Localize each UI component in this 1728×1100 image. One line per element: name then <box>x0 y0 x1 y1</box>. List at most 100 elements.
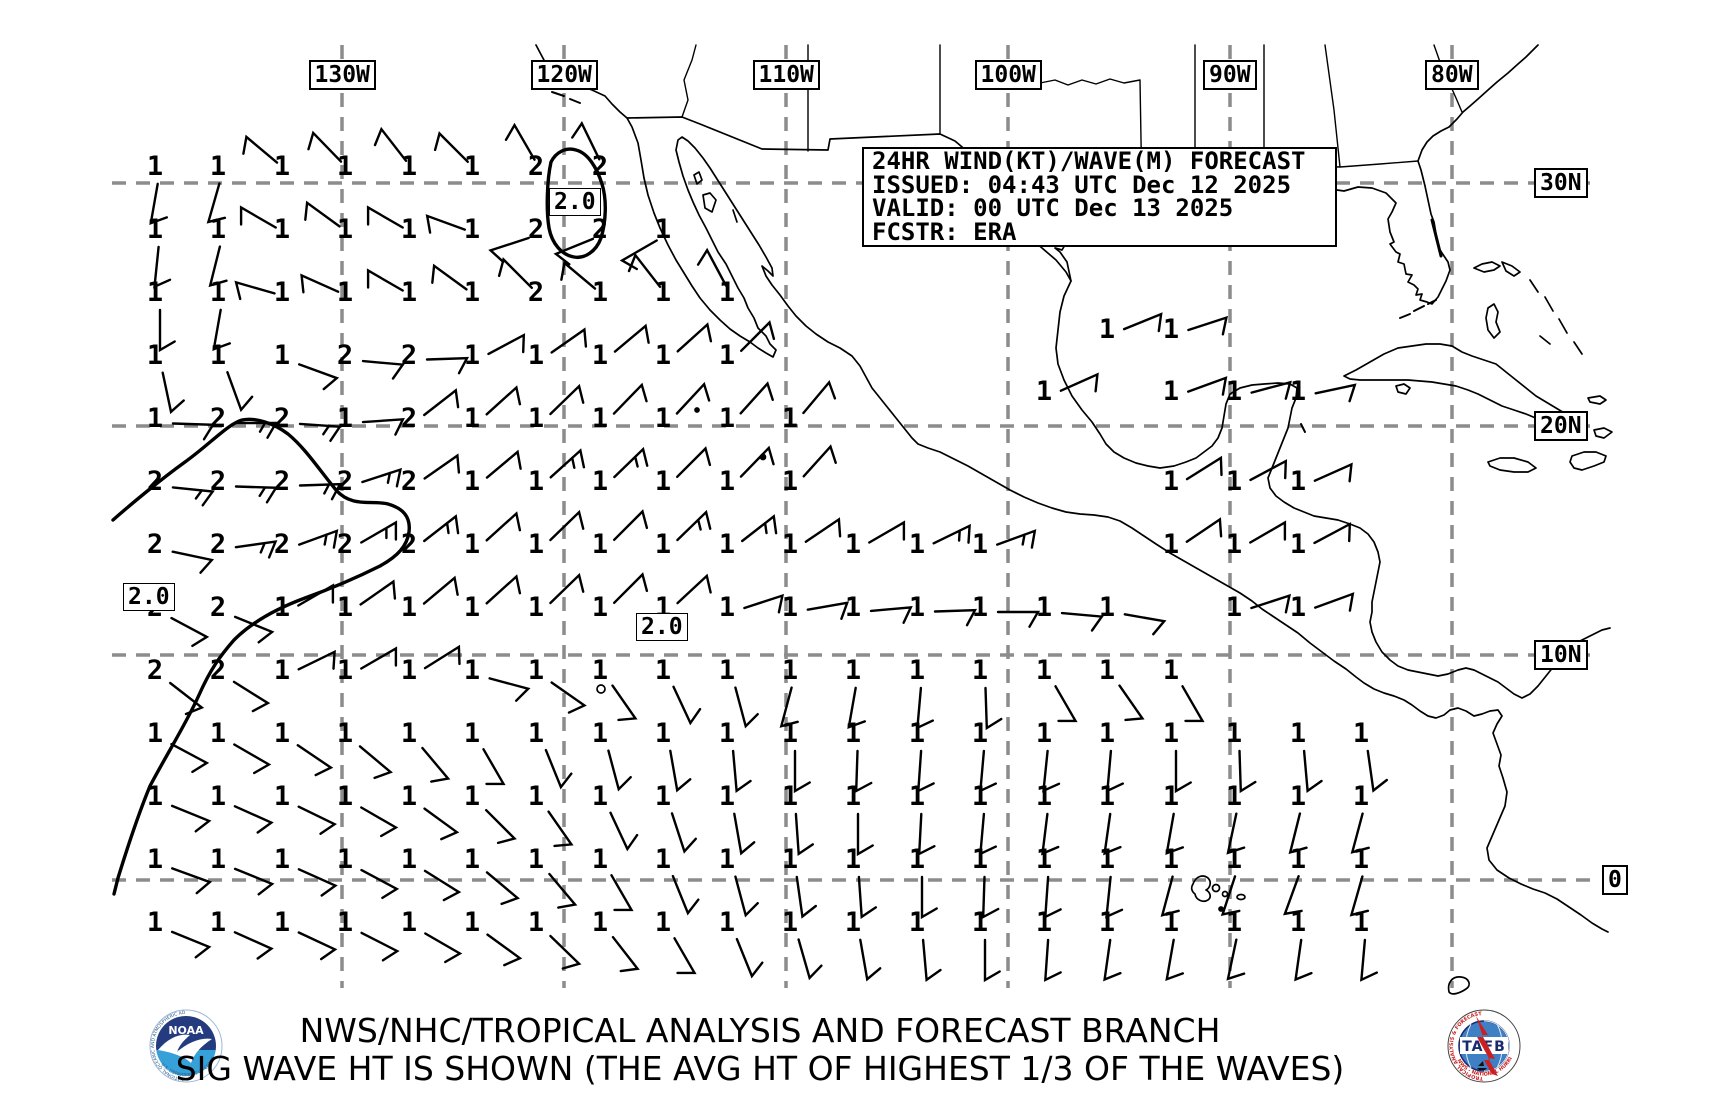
wind-barb: 1 <box>1226 907 1246 981</box>
wind-barb: 1 <box>401 718 451 783</box>
wave-height-value: 1 <box>592 655 608 686</box>
wind-barb: 1 <box>1226 718 1257 794</box>
wind-barb: 1 <box>147 781 212 833</box>
wind-barb: 1 <box>845 781 874 857</box>
wave-height-value: 1 <box>274 592 290 623</box>
isle-of-youth <box>1395 383 1411 395</box>
wave-height-value: 1 <box>1163 844 1179 875</box>
wave-height-value: 1 <box>592 718 608 749</box>
wave-height-value: 1 <box>337 907 353 938</box>
wind-barb: 2 <box>274 403 343 442</box>
wave-height-value: 1 <box>337 403 353 434</box>
wave-height-value: 1 <box>1353 718 1369 749</box>
wind-barb: 1 <box>782 781 814 857</box>
wind-barb: 1 <box>147 277 176 353</box>
wave-height-value: 1 <box>274 151 290 182</box>
wave-height-value: 1 <box>719 592 735 623</box>
wave-height-value: 1 <box>782 529 798 560</box>
wind-barb: 1 <box>845 592 913 624</box>
wave-height-value: 1 <box>655 277 671 308</box>
wave-height-value: 1 <box>464 844 480 875</box>
wind-barb: 2 <box>337 520 398 560</box>
wind-barb: 1 <box>779 655 799 728</box>
wind-barb: 2 <box>147 655 205 716</box>
wind-barb: 1 <box>592 844 634 912</box>
wave-height-value: 1 <box>845 655 861 686</box>
wave-height-value: 2 <box>592 151 608 182</box>
wind-barb: 1 <box>655 844 700 916</box>
forecast-title: 24HR WIND(KT)/WAVE(M) FORECAST <box>872 147 1306 175</box>
wave-height-value: 1 <box>592 529 608 560</box>
wave-height-value: 1 <box>845 592 861 623</box>
wave-height-value: 1 <box>401 277 417 308</box>
wind-barb: 1 <box>619 214 671 271</box>
wave-height-value: 1 <box>719 340 735 371</box>
wave-height-value: 1 <box>719 781 735 812</box>
wave-height-value: 2 <box>147 655 163 686</box>
wave-height-value: 1 <box>655 655 671 686</box>
wind-barb: 1 <box>147 844 213 895</box>
wind-barb: 1 <box>274 844 338 897</box>
wind-barb: 1 <box>592 446 649 497</box>
guayaquil-coast-detail <box>1447 976 1471 995</box>
bahamas <box>1473 261 1583 355</box>
wave-height-value: 1 <box>655 529 671 560</box>
wave-height-value: 1 <box>719 718 735 749</box>
wave-height-value: 1 <box>1036 655 1052 686</box>
wind-barb: 1 <box>464 449 522 497</box>
wind-barb: 2 <box>401 340 470 375</box>
wave-height-value: 2 <box>337 529 353 560</box>
wind-barb: 1 <box>719 718 752 793</box>
wind-barb: 1 <box>366 268 417 308</box>
wind-barb: 1 <box>655 509 712 560</box>
wind-barb: 1 <box>1163 314 1229 345</box>
wind-barb: 1 <box>210 718 272 775</box>
wind-barb: 1 <box>592 781 639 852</box>
noaa-seagull-icon <box>158 1034 212 1063</box>
wind-barb: 1 <box>425 214 480 245</box>
wind-barb: 1 <box>655 718 692 793</box>
wave-height-value: 1 <box>528 844 544 875</box>
wave-height-value: 1 <box>337 592 353 623</box>
mexico-central-south-america-coastline <box>626 117 1609 933</box>
wave-height-value: 1 <box>909 781 925 812</box>
wind-barb: 1 <box>1290 592 1355 623</box>
wind-barbs-layer: 1 1 1 1 1 1 2 21 1 1 1 1 1 2 2 11 1 1 1 1 1 2 1 1 11 1 1 2 2 1 1 1 1 11 2 2… <box>147 121 1388 983</box>
channel-islands <box>551 91 581 104</box>
wind-barb: 1 <box>972 907 1001 983</box>
wind-barb: 1 <box>782 718 811 794</box>
wind-barb: 1 <box>208 214 228 288</box>
wave-height-value: 1 <box>1290 466 1306 497</box>
wave-height-value: 1 <box>1163 907 1179 938</box>
galapagos-islands <box>1190 875 1212 903</box>
wind-barb: 2 <box>210 466 279 504</box>
wind-barb: 2 <box>401 453 461 497</box>
wave-height-value: 1 <box>1353 907 1369 938</box>
wave-height-value: 1 <box>401 781 417 812</box>
wave-height-value: 1 <box>1163 376 1179 407</box>
wave-height-value: 1 <box>909 655 925 686</box>
wave-height-value: 2 <box>401 529 417 560</box>
wind-barb: 1 <box>147 403 216 441</box>
galapagos-islet-4 <box>1218 906 1224 912</box>
wave-height-value: 1 <box>655 844 671 875</box>
wave-contour-2m-baja <box>545 147 607 260</box>
lon-label-110w: 110W <box>752 60 820 90</box>
wind-barb: 1 <box>1349 844 1369 917</box>
wave-height-value: 1 <box>1290 844 1306 875</box>
wave-height-value: 1 <box>592 907 608 938</box>
wave-height-value: 1 <box>972 907 988 938</box>
wind-barb: 1 <box>1099 718 1124 793</box>
wave-height-value: 1 <box>1353 844 1369 875</box>
wave-height-value: 1 <box>909 529 925 560</box>
wind-barb: 1 <box>592 323 650 371</box>
wave-height-value: 2 <box>210 466 226 497</box>
wind-barb: 1 <box>972 844 1000 920</box>
wind-barb: 1 <box>464 781 517 845</box>
wind-barb: 1 <box>1226 376 1292 407</box>
wind-barb: 1 <box>782 592 850 623</box>
wind-barb: 1 <box>210 277 231 352</box>
wind-barb: 1 <box>845 718 873 794</box>
wind-barb: 1 <box>1099 592 1167 636</box>
wind-barb: 1 <box>528 509 585 560</box>
